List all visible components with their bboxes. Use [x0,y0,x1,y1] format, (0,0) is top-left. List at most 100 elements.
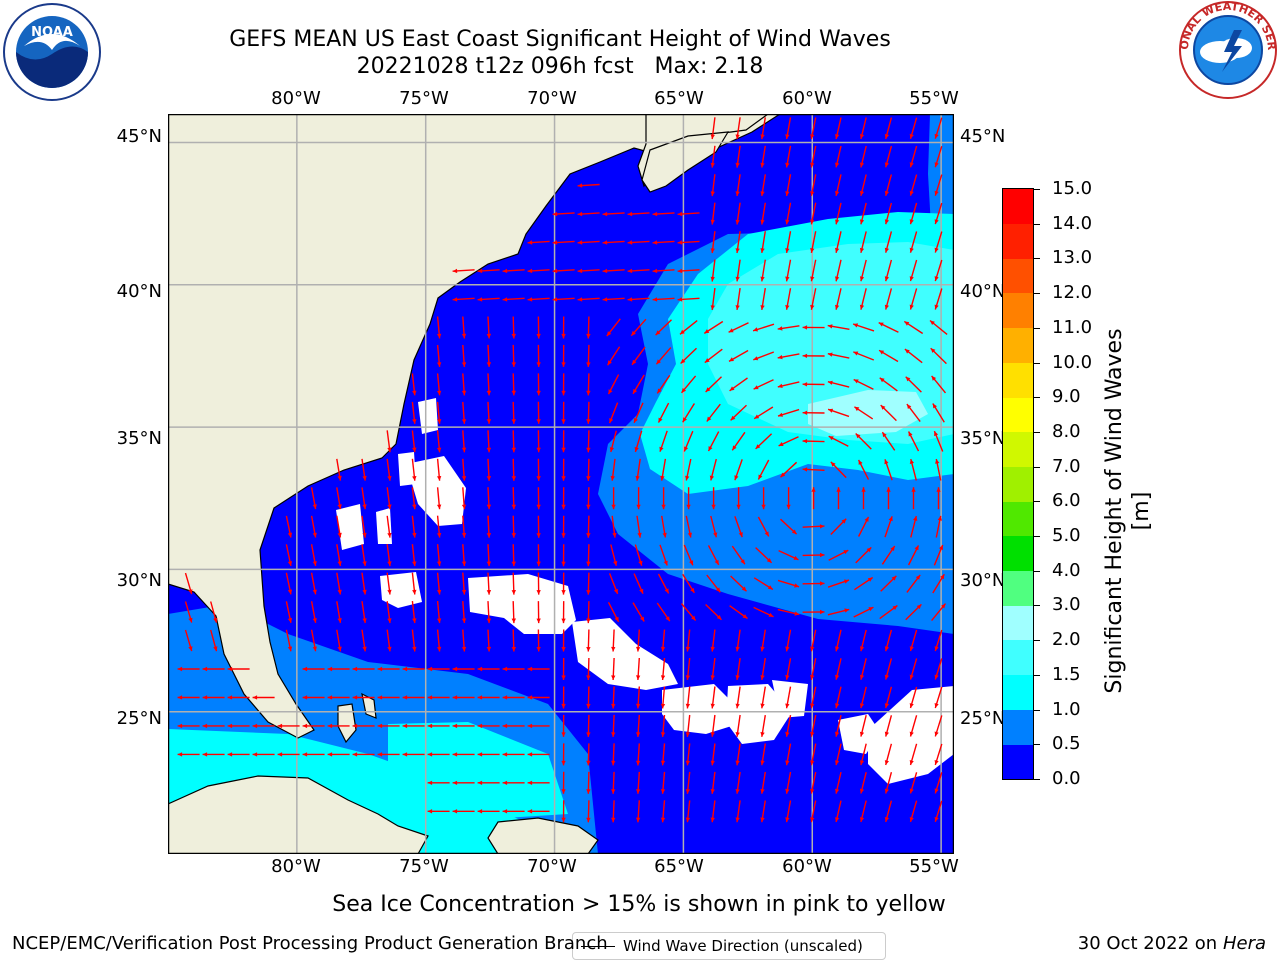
wave-direction-arrowhead [934,816,939,822]
wave-direction-arrowhead [760,276,765,282]
wave-direction-arrowhead [252,723,258,729]
wave-direction-arrowhead [387,561,392,567]
wave-direction-arrowhead [188,617,193,623]
wave-direction-arrowhead [377,752,383,757]
wave-direction-arrowhead [704,358,710,363]
wave-direction-arrowhead [909,674,914,680]
wave-direction-arrowhead [810,760,815,766]
wave-direction-arrowhead [252,752,258,757]
wave-direction-arrowhead [177,752,183,757]
wave-direction-arrowhead [636,789,641,794]
wave-direction-arrowhead [735,675,740,680]
wave-direction-arrowhead [632,359,637,365]
wave-direction-arrowhead [685,732,691,737]
wave-direction-arrowhead [640,616,645,622]
wave-direction-arrowhead [639,588,644,594]
colorbar-tick-label: 5.0 [1052,525,1081,547]
wave-direction-arrowhead [710,276,715,282]
lon-label-bottom: 75°W [399,856,449,877]
wave-direction-arrowhead [652,211,658,217]
wave-direction-arrowhead [714,559,719,565]
wave-direction-arrowhead [844,579,849,584]
wave-direction-arrowhead [742,614,748,619]
wave-direction-arrowhead [859,190,865,196]
wave-direction-arrowhead [412,589,417,595]
wave-direction-arrowhead [227,752,233,757]
wave-direction-arrowhead [735,789,740,794]
wave-direction-arrowhead [502,752,508,757]
wave-direction-arrowhead [827,380,833,385]
wave-direction-arrowhead [611,760,616,766]
wave-direction-arrowhead [511,476,516,481]
wave-direction-arrowhead [735,646,740,652]
wave-direction-arrowhead [552,240,558,245]
colorbar-segment [1003,189,1033,224]
colorbar-tick [1034,570,1040,572]
wave-direction-arrowhead [437,589,442,595]
lon-label-top: 60°W [782,88,832,109]
wave-direction-arrowhead [735,248,740,253]
wave-direction-arrowhead [810,248,815,253]
legend-label: Wind Wave Direction (unscaled) [623,937,863,955]
colorbar-segment [1003,709,1033,745]
wave-direction-arrowhead [609,447,614,452]
wave-direction-arrowhead [909,304,914,310]
wave-direction-arrowhead [859,703,865,709]
wave-direction-arrowhead [685,675,691,680]
lat-label-right: 45°N [960,126,1006,147]
wave-direction-arrowhead [760,675,765,680]
colorbar-tick [1034,640,1040,642]
wave-direction-arrowhead [892,605,898,610]
wave-direction-arrowhead [452,723,458,729]
wave-direction-arrowhead [794,611,800,616]
wave-direction-arrowhead [536,390,541,396]
map-title: GEFS MEAN US East Coast Significant Heig… [229,27,891,52]
colorbar-segment [1003,536,1033,572]
wave-direction-arrowhead [659,446,664,452]
wave-direction-arrowhead [213,617,218,623]
wave-direction-arrowhead [402,723,408,729]
wave-direction-arrowhead [561,390,566,396]
colorbar-tick [1034,536,1040,538]
wave-direction-arrowhead [761,504,766,510]
colorbar-tick [1034,605,1040,607]
wave-direction-arrowhead [785,191,790,196]
wave-direction-arrowhead [859,162,865,168]
wave-direction-arrowhead [909,133,914,139]
wave-direction-arrowhead [287,618,293,623]
lon-label-top: 70°W [527,88,577,109]
wave-direction-arrowhead [561,476,566,481]
wave-direction-arrowhead [177,695,183,700]
wave-direction-arrowhead [934,304,939,310]
wave-direction-arrowhead [536,618,541,624]
wave-direction-arrowhead [931,375,937,381]
colorbar-segment [1003,466,1033,502]
wave-direction-arrowhead [760,703,765,709]
wave-direction-arrowhead [685,789,691,794]
wave-direction-arrowhead [661,504,666,510]
wave-direction-arrowhead [905,376,911,382]
wave-direction-arrowhead [934,788,939,794]
wave-direction-arrowhead [461,333,467,339]
wave-direction-arrowhead [337,504,342,510]
wave-direction-arrowhead [527,752,533,757]
wave-direction-arrowhead [755,444,761,449]
wave-direction-arrowhead [461,362,467,367]
wave-direction-arrowhead [511,618,516,624]
wave-direction-arrowhead [785,703,790,709]
wave-direction-arrowhead [586,675,591,680]
wave-direction-arrowhead [352,723,358,729]
colorbar-tick-label: 8.0 [1052,420,1081,442]
wave-direction-arrowhead [452,695,458,700]
wave-direction-arrowhead [716,615,722,620]
wave-direction-arrowhead [780,472,786,478]
wave-direction-arrowhead [427,752,433,757]
wave-direction-arrowhead [738,532,743,538]
wave-direction-arrowhead [452,780,458,785]
wave-direction-arrowhead [685,475,690,481]
wave-direction-arrowhead [561,333,566,339]
wave-direction-arrowhead [835,219,840,225]
wave-direction-arrowhead [867,577,873,582]
colorbar-tick-label: 1.5 [1052,663,1081,685]
lat-lon-grid [168,114,954,854]
